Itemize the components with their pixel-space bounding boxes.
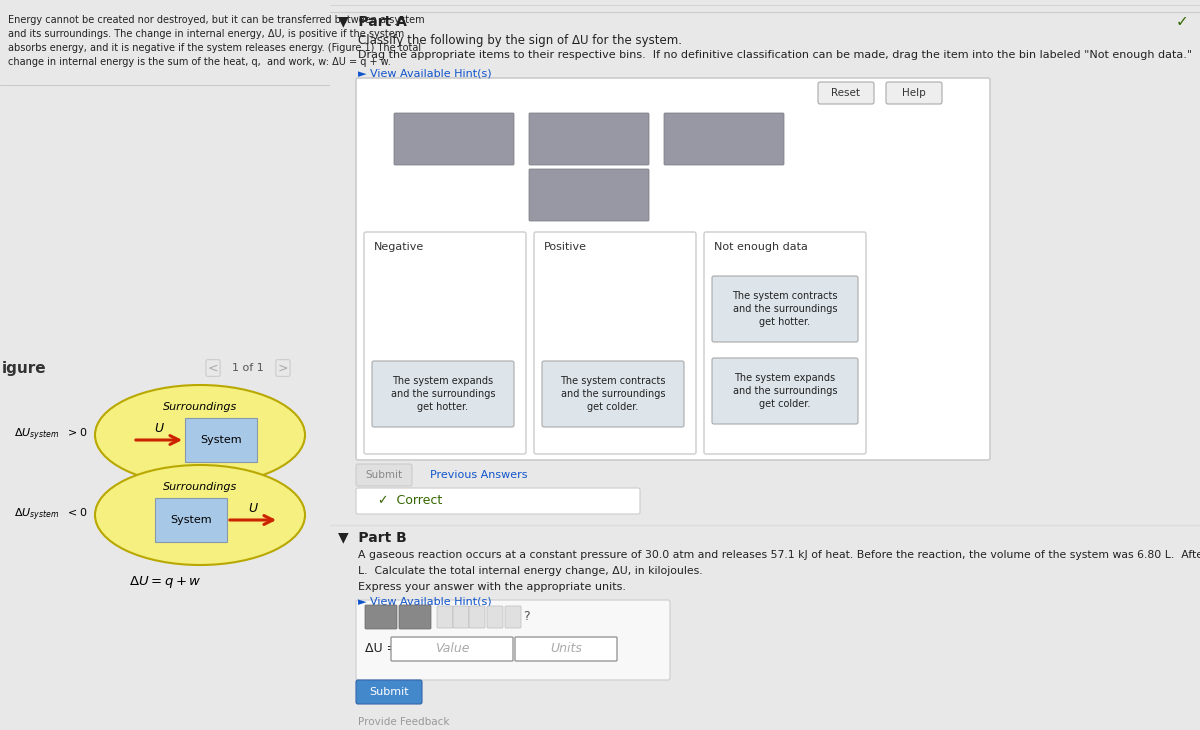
Text: ✓  Correct: ✓ Correct bbox=[378, 494, 443, 507]
FancyBboxPatch shape bbox=[365, 605, 397, 629]
FancyBboxPatch shape bbox=[356, 78, 990, 460]
Text: <: < bbox=[208, 361, 218, 374]
Text: Previous Answers: Previous Answers bbox=[430, 470, 528, 480]
FancyBboxPatch shape bbox=[542, 361, 684, 427]
FancyBboxPatch shape bbox=[712, 358, 858, 424]
FancyBboxPatch shape bbox=[391, 637, 514, 661]
Text: U: U bbox=[248, 502, 258, 515]
Text: and its surroundings. The change in internal energy, ΔU, is positive if the syst: and its surroundings. The change in inte… bbox=[8, 29, 404, 39]
Text: Not enough data: Not enough data bbox=[714, 242, 808, 252]
FancyBboxPatch shape bbox=[529, 169, 649, 221]
Text: 1 of 1: 1 of 1 bbox=[232, 363, 264, 373]
Text: The system contracts
and the surroundings
get hotter.: The system contracts and the surrounding… bbox=[732, 291, 838, 327]
Text: Express your answer with the appropriate units.: Express your answer with the appropriate… bbox=[358, 582, 626, 592]
FancyBboxPatch shape bbox=[818, 82, 874, 104]
Text: $\Delta U_{system}\ \ >0$: $\Delta U_{system}\ \ >0$ bbox=[14, 427, 88, 443]
Text: System: System bbox=[170, 515, 212, 525]
FancyBboxPatch shape bbox=[515, 637, 617, 661]
Text: Submit: Submit bbox=[370, 687, 409, 697]
Text: Drag the appropriate items to their respective bins.  If no definitive classific: Drag the appropriate items to their resp… bbox=[358, 50, 1192, 60]
Text: The system contracts
and the surroundings
get colder.: The system contracts and the surrounding… bbox=[560, 376, 666, 412]
FancyBboxPatch shape bbox=[356, 488, 640, 514]
FancyBboxPatch shape bbox=[364, 232, 526, 454]
Text: ΔU =: ΔU = bbox=[365, 642, 397, 655]
FancyBboxPatch shape bbox=[886, 82, 942, 104]
Text: Surroundings: Surroundings bbox=[163, 482, 238, 492]
Text: $\Delta U = q + w$: $\Delta U = q + w$ bbox=[128, 574, 202, 590]
Text: The system expands
and the surroundings
get hotter.: The system expands and the surroundings … bbox=[391, 376, 496, 412]
Text: Provide Feedback: Provide Feedback bbox=[358, 717, 450, 727]
FancyBboxPatch shape bbox=[454, 606, 469, 628]
Text: ▼  Part B: ▼ Part B bbox=[338, 530, 407, 544]
Text: Reset: Reset bbox=[832, 88, 860, 98]
FancyBboxPatch shape bbox=[487, 606, 503, 628]
FancyBboxPatch shape bbox=[356, 600, 670, 680]
Text: ▼  Part A: ▼ Part A bbox=[338, 14, 407, 28]
FancyBboxPatch shape bbox=[534, 232, 696, 454]
FancyBboxPatch shape bbox=[469, 606, 485, 628]
FancyBboxPatch shape bbox=[398, 605, 431, 629]
Text: The system expands
and the surroundings
get colder.: The system expands and the surroundings … bbox=[733, 373, 838, 410]
Text: Negative: Negative bbox=[374, 242, 425, 252]
Text: Value: Value bbox=[434, 642, 469, 656]
Text: L.  Calculate the total internal energy change, ΔU, in kilojoules.: L. Calculate the total internal energy c… bbox=[358, 566, 703, 576]
FancyBboxPatch shape bbox=[437, 606, 454, 628]
Text: Help: Help bbox=[902, 88, 926, 98]
FancyBboxPatch shape bbox=[529, 113, 649, 165]
Text: Submit: Submit bbox=[366, 470, 402, 480]
Text: System: System bbox=[200, 435, 242, 445]
FancyBboxPatch shape bbox=[185, 418, 257, 462]
Text: Surroundings: Surroundings bbox=[163, 402, 238, 412]
FancyBboxPatch shape bbox=[664, 113, 784, 165]
FancyBboxPatch shape bbox=[372, 361, 514, 427]
Text: $\Delta U_{system}\ \ <0$: $\Delta U_{system}\ \ <0$ bbox=[14, 507, 88, 523]
FancyBboxPatch shape bbox=[155, 498, 227, 542]
FancyBboxPatch shape bbox=[356, 464, 412, 486]
Text: A gaseous reaction occurs at a constant pressure of 30.0 atm and releases 57.1 k: A gaseous reaction occurs at a constant … bbox=[358, 550, 1200, 560]
Text: Energy cannot be created nor destroyed, but it can be transferred between a syst: Energy cannot be created nor destroyed, … bbox=[8, 15, 425, 25]
Text: Positive: Positive bbox=[544, 242, 587, 252]
Text: ► View Available Hint(s): ► View Available Hint(s) bbox=[358, 68, 492, 78]
FancyBboxPatch shape bbox=[505, 606, 521, 628]
FancyBboxPatch shape bbox=[704, 232, 866, 454]
Ellipse shape bbox=[95, 385, 305, 485]
Text: change in internal energy is the sum of the heat, q,  and work, w: ΔU = q + w.: change in internal energy is the sum of … bbox=[8, 57, 391, 67]
Ellipse shape bbox=[95, 465, 305, 565]
Text: U: U bbox=[155, 422, 163, 435]
FancyBboxPatch shape bbox=[356, 680, 422, 704]
Text: Classify the following by the sign of ΔU for the system.: Classify the following by the sign of ΔU… bbox=[358, 34, 682, 47]
FancyBboxPatch shape bbox=[394, 113, 514, 165]
Text: >: > bbox=[277, 361, 288, 374]
Text: ► View Available Hint(s): ► View Available Hint(s) bbox=[358, 596, 492, 606]
Text: Units: Units bbox=[550, 642, 582, 656]
FancyBboxPatch shape bbox=[712, 276, 858, 342]
Text: ✓: ✓ bbox=[1175, 14, 1188, 29]
Text: absorbs energy, and it is negative if the system releases energy. (Figure 1) The: absorbs energy, and it is negative if th… bbox=[8, 43, 421, 53]
Text: igure: igure bbox=[2, 361, 47, 375]
Text: ?: ? bbox=[523, 610, 529, 623]
